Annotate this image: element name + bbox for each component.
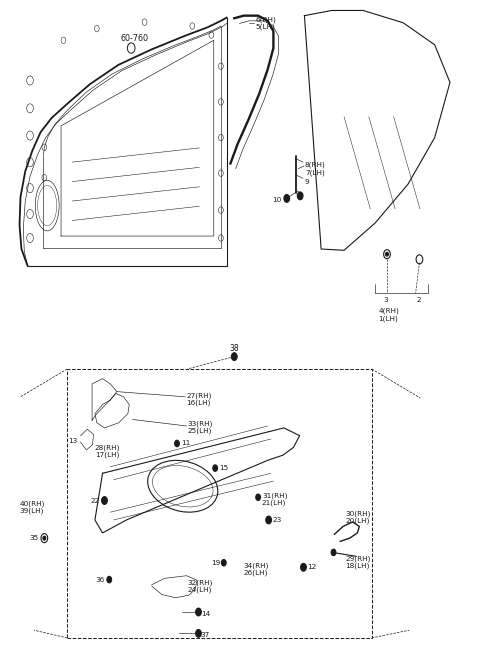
Text: 16(LH): 16(LH) [187, 399, 211, 406]
Text: 26(LH): 26(LH) [244, 569, 268, 575]
Circle shape [43, 536, 46, 540]
Text: 6(RH): 6(RH) [255, 16, 276, 23]
Text: 8(RH): 8(RH) [305, 161, 325, 168]
Circle shape [107, 576, 112, 583]
Text: 60-760: 60-760 [120, 35, 148, 44]
Circle shape [297, 192, 303, 200]
Circle shape [213, 465, 217, 471]
Text: 12: 12 [307, 564, 316, 570]
Bar [67, 369, 372, 638]
Text: 32(RH): 32(RH) [188, 579, 213, 586]
Circle shape [256, 494, 261, 501]
Text: 18(LH): 18(LH) [345, 562, 370, 569]
Text: 3: 3 [383, 297, 388, 303]
Text: 7(LH): 7(LH) [305, 169, 324, 176]
Text: 22: 22 [90, 497, 100, 503]
Text: 4(RH): 4(RH) [378, 308, 399, 314]
Text: 15: 15 [219, 465, 228, 471]
Text: 38: 38 [229, 344, 239, 353]
Text: 9: 9 [305, 178, 310, 185]
Text: 29(RH): 29(RH) [345, 555, 371, 562]
Circle shape [221, 559, 226, 566]
Circle shape [175, 440, 180, 447]
Circle shape [266, 516, 272, 524]
Text: 27(RH): 27(RH) [187, 393, 212, 399]
Text: 23: 23 [273, 517, 282, 523]
Text: 21(LH): 21(LH) [262, 499, 287, 506]
Circle shape [102, 497, 108, 505]
Text: 5(LH): 5(LH) [255, 23, 275, 30]
Text: 39(LH): 39(LH) [20, 508, 44, 514]
Text: 19: 19 [211, 560, 220, 566]
Circle shape [196, 608, 201, 616]
Text: 24(LH): 24(LH) [188, 587, 212, 593]
Text: 31(RH): 31(RH) [262, 492, 288, 499]
Circle shape [196, 630, 201, 637]
Text: 35: 35 [29, 535, 38, 541]
Text: 20(LH): 20(LH) [345, 518, 370, 524]
Text: 36: 36 [95, 577, 105, 583]
Text: 13: 13 [69, 438, 78, 444]
Text: 17(LH): 17(LH) [95, 451, 120, 458]
Text: 34(RH): 34(RH) [244, 562, 269, 568]
Text: 33(RH): 33(RH) [188, 421, 213, 427]
Circle shape [385, 252, 388, 256]
Circle shape [231, 353, 237, 361]
Text: 28(RH): 28(RH) [95, 444, 120, 450]
Text: 25(LH): 25(LH) [188, 428, 212, 434]
Text: 14: 14 [201, 611, 210, 617]
Text: 30(RH): 30(RH) [345, 510, 371, 517]
Circle shape [331, 549, 336, 555]
Circle shape [300, 563, 306, 571]
Text: 10: 10 [272, 197, 281, 202]
Text: 1(LH): 1(LH) [378, 316, 398, 322]
Text: 40(RH): 40(RH) [20, 501, 45, 507]
Text: 11: 11 [181, 441, 190, 447]
Text: 37: 37 [201, 632, 210, 639]
Text: 2: 2 [416, 297, 421, 303]
Circle shape [284, 195, 289, 202]
